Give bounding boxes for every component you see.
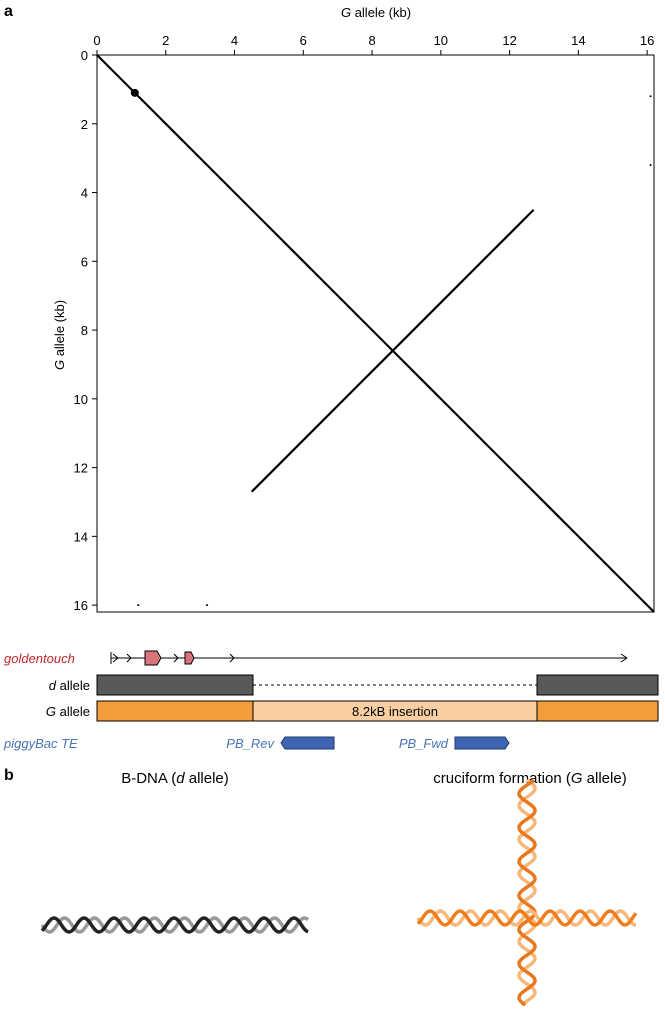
- y-tick-label: 12: [74, 461, 88, 476]
- dot: [130, 88, 139, 97]
- text: cruciform formation (: [433, 770, 571, 787]
- panel-b-title: cruciform formation (G allele): [433, 770, 626, 787]
- gene-label: goldentouch: [4, 651, 75, 666]
- x-axis-label: G allele (kb): [341, 5, 411, 20]
- d-allele-block: [96, 674, 254, 696]
- text: allele (kb): [351, 5, 411, 20]
- te-label: piggyBac TE: [3, 736, 78, 751]
- italic: G: [52, 360, 67, 370]
- x-tick-label: 6: [300, 33, 307, 48]
- helix-strand: [40, 916, 309, 934]
- text: B-DNA (: [121, 770, 176, 787]
- dot: [649, 95, 652, 98]
- panel-label: a: [4, 3, 13, 20]
- x-tick-label: 2: [162, 33, 169, 48]
- y-tick-label: 8: [81, 323, 88, 338]
- primer-label: PB_Rev: [226, 736, 275, 751]
- helix-strand: [416, 909, 638, 927]
- primer-label: PB_Fwd: [399, 736, 449, 751]
- text: allele: [56, 678, 90, 693]
- insertion-block: [252, 700, 538, 722]
- x-tick-label: 10: [434, 33, 448, 48]
- text: allele: [56, 704, 90, 719]
- y-tick-label: 10: [74, 392, 88, 407]
- y-tick-label: 16: [74, 598, 88, 613]
- italic: G: [341, 5, 351, 20]
- text: allele): [583, 770, 627, 787]
- y-axis-label: G allele (kb): [52, 300, 67, 370]
- x-tick-label: 4: [231, 33, 238, 48]
- italic: d: [49, 678, 57, 693]
- dot: [137, 604, 140, 607]
- x-tick-label: 8: [368, 33, 375, 48]
- y-tick-label: 14: [74, 529, 88, 544]
- plot-frame: [96, 54, 655, 613]
- alignment-line: [250, 208, 535, 493]
- x-tick-label: 0: [93, 33, 100, 48]
- y-tick-label: 4: [81, 186, 88, 201]
- primer-arrow: [454, 736, 510, 750]
- insertion-label: 8.2kB insertion: [352, 704, 438, 719]
- dot: [206, 604, 209, 607]
- italic: G: [46, 704, 56, 719]
- track-label: G allele: [46, 704, 90, 719]
- gene-model: [110, 650, 628, 666]
- dot: [649, 164, 652, 167]
- italic: d: [176, 770, 185, 787]
- italic: G: [571, 770, 583, 787]
- text: allele (kb): [52, 300, 67, 360]
- track-label: d allele: [49, 678, 90, 693]
- panel-b-title: B-DNA (d allele): [121, 770, 229, 787]
- helix-strand: [517, 778, 537, 1007]
- x-tick-label: 16: [640, 33, 654, 48]
- y-tick-label: 6: [81, 254, 88, 269]
- helix-strand: [40, 916, 310, 934]
- d-allele-block: [536, 674, 659, 696]
- text: allele): [185, 770, 229, 787]
- y-tick-label: 2: [81, 117, 88, 132]
- x-tick-label: 14: [571, 33, 585, 48]
- x-tick-label: 12: [502, 33, 516, 48]
- alignment-line: [96, 54, 655, 613]
- primer-arrow: [280, 736, 335, 750]
- panel-label: b: [4, 767, 14, 784]
- y-tick-label: 0: [81, 48, 88, 63]
